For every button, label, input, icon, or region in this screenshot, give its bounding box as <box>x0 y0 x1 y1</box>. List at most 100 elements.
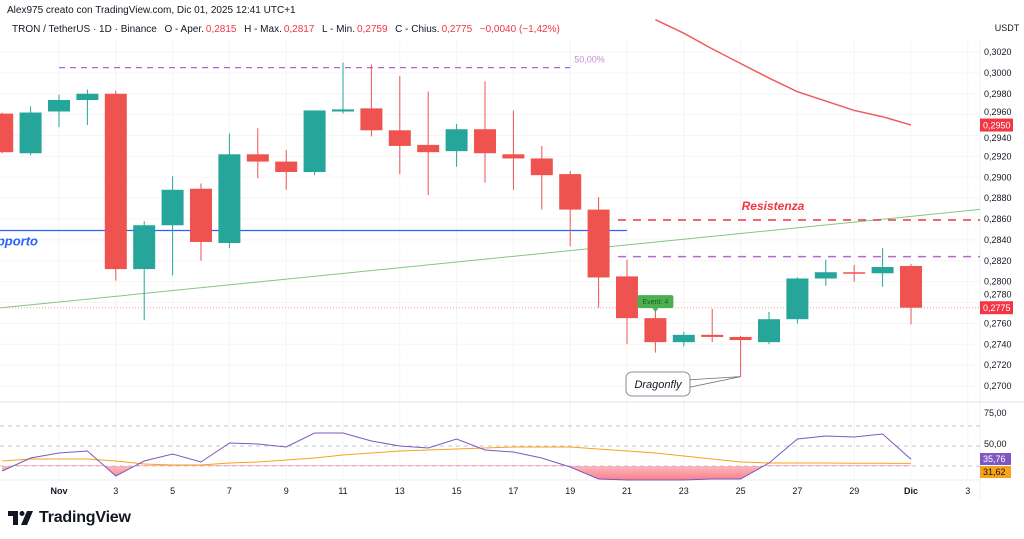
y-tick-label: 0,2700 <box>984 381 1012 391</box>
candle <box>417 91 440 195</box>
rsi-line <box>1 432 912 481</box>
currency-label: USDT <box>995 23 1020 33</box>
x-tick-label: 19 <box>565 486 575 496</box>
candle <box>587 197 610 308</box>
candle-body <box>48 100 70 112</box>
candle <box>814 259 837 286</box>
candle <box>104 90 127 281</box>
candle <box>388 76 411 175</box>
candle-body <box>814 272 837 279</box>
oscillator-tick-label: 75,00 <box>984 408 1007 418</box>
event-badge-label: Event: 4 <box>643 299 669 306</box>
y-tick-label: 0,2940 <box>984 133 1012 143</box>
dragonfly-callout: Dragonfly <box>625 371 741 397</box>
close-label: C - Chius. <box>395 24 440 35</box>
candle <box>672 331 695 347</box>
candle <box>644 309 667 353</box>
x-tick-label: 21 <box>622 486 632 496</box>
candle-body <box>303 110 326 173</box>
event-badge-box <box>637 295 674 309</box>
candle <box>332 62 354 114</box>
author-line: Alex975 creato con TradingView.com, Dic … <box>7 5 296 16</box>
candle <box>246 128 269 179</box>
rsi-ma-line <box>2 446 912 466</box>
candle <box>530 145 553 210</box>
axes: USDT 0,3020 0,3000 0,2980 0,2960 0,2940 0,2920… <box>50 23 1019 496</box>
x-tick-label: 13 <box>395 486 405 496</box>
x-tick-label: 5 <box>170 486 175 496</box>
candle <box>701 308 724 343</box>
candle-body <box>786 278 809 320</box>
x-tick-label: Dic <box>904 486 918 496</box>
candle-body <box>0 113 14 153</box>
candle <box>161 176 184 276</box>
y-tick-label: 0,2900 <box>984 172 1012 182</box>
x-tick-label: 15 <box>452 486 462 496</box>
candle-body <box>644 318 667 343</box>
fib-level-label: 50,00% <box>574 55 605 65</box>
x-tick-label: 7 <box>227 486 232 496</box>
low-value: 0,2759 <box>356 24 388 35</box>
candle <box>616 259 638 345</box>
price-badge <box>980 118 1013 132</box>
candle-body <box>616 276 638 319</box>
low-label: L - Min. <box>322 24 355 35</box>
candle <box>843 264 866 282</box>
candle <box>48 94 70 128</box>
y-tick-label: 0,3000 <box>984 68 1012 78</box>
main-pane: Supporto 50,00% Resistenza Event: 4 Dragonfl… <box>0 18 980 397</box>
candle-body <box>388 130 411 146</box>
candle <box>0 112 14 154</box>
candle <box>559 170 582 247</box>
resistance-label: Resistenza <box>742 199 805 213</box>
high-label: H - Max. <box>244 24 282 35</box>
candle <box>218 133 241 249</box>
support-label: Supporto <box>0 233 38 248</box>
price-badge-label: 0,2950 <box>983 121 1011 131</box>
open-value: 0,2815 <box>205 24 237 35</box>
candle <box>445 124 468 167</box>
event-badge: Event: 4 <box>637 295 674 313</box>
symbol-name[interactable]: TRON / TetherUS · 1D · Binance <box>12 24 157 35</box>
y-tick-label: 0,2980 <box>984 89 1012 99</box>
y-tick-label: 0,2860 <box>984 214 1012 224</box>
candle <box>474 81 496 183</box>
x-tick-label: 29 <box>849 486 859 496</box>
candle <box>786 277 809 324</box>
event-badge-pointer <box>652 308 659 313</box>
y-tick-label: 0,2760 <box>984 318 1012 328</box>
x-tick-label: 17 <box>508 486 518 496</box>
candle-body <box>900 265 922 308</box>
candle <box>360 64 383 137</box>
x-tick-label: 27 <box>792 486 802 496</box>
y-tick-label: 0,2800 <box>984 277 1012 287</box>
candle <box>19 106 42 156</box>
candle-body <box>502 154 525 159</box>
tradingview-logo-icon <box>8 511 33 525</box>
candle-body <box>729 336 752 341</box>
candle-body <box>871 267 894 274</box>
candle-body <box>133 225 156 270</box>
candle <box>303 110 326 176</box>
callout-pointer <box>685 376 741 389</box>
oscillator-tick-label: 50,00 <box>984 439 1007 449</box>
moving-average-line <box>655 18 912 126</box>
candle-body <box>672 334 695 343</box>
candle-body <box>104 93 127 270</box>
tradingview-logo: TradingView <box>8 509 131 527</box>
y-tick-label: 0,2960 <box>984 107 1012 117</box>
candle <box>76 89 99 126</box>
price-badge <box>980 301 1013 315</box>
y-tick-label: 0,2840 <box>984 235 1012 245</box>
price-badge-label: 0,2775 <box>983 303 1011 313</box>
candle-body <box>474 129 496 154</box>
candle-body <box>530 158 553 176</box>
candle <box>758 311 780 345</box>
y-tick-label: 0,2820 <box>984 256 1012 266</box>
x-tick-label: 11 <box>338 486 347 496</box>
x-tick-label: 3 <box>965 486 970 496</box>
x-tick-label: 9 <box>284 486 289 496</box>
callout-box <box>625 371 691 397</box>
oscillator-badge <box>980 453 1011 465</box>
